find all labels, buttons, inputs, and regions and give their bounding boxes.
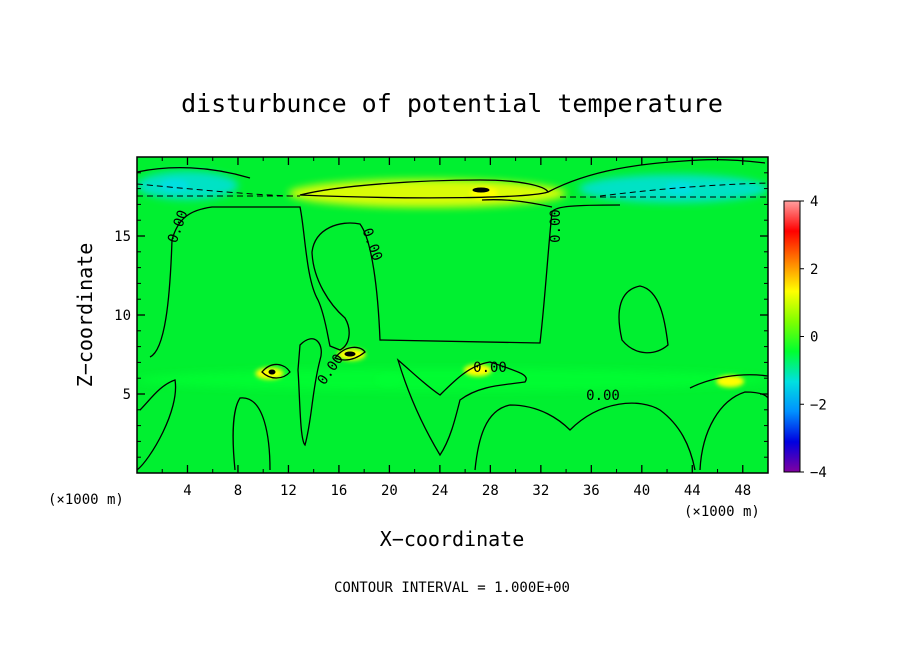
colorbar-tick-label: 4 — [810, 194, 818, 210]
x-tick-label: 8 — [234, 483, 242, 499]
contour-line — [481, 199, 553, 208]
contour-line — [618, 285, 669, 354]
negative-contours — [137, 182, 768, 198]
contour-line — [297, 338, 322, 447]
colorbar-gradient — [783, 200, 801, 473]
contour-line — [149, 204, 621, 358]
contour-label: 0.00 — [473, 360, 507, 376]
contour-line — [474, 402, 696, 471]
x-tick-label: 4 — [183, 483, 191, 499]
contour-line — [137, 183, 291, 197]
contour-core — [268, 369, 276, 375]
contour-line — [137, 379, 177, 471]
contour-line — [547, 158, 766, 193]
field-features — [137, 171, 768, 391]
field-feature — [463, 364, 492, 377]
contour-core — [472, 187, 490, 193]
plot-area: 0.00 0.000.000.00 0.000.00 — [137, 157, 768, 473]
contour-line — [689, 374, 768, 389]
x-tick-label: 40 — [633, 483, 650, 499]
z-axis-title: Z−coordinate — [73, 243, 97, 388]
x-tick-label: 20 — [381, 483, 398, 499]
x-tick-label: 36 — [583, 483, 600, 499]
x-tick-label: 12 — [280, 483, 297, 499]
field-feature — [375, 373, 404, 386]
contour-line — [232, 397, 271, 471]
x-tick-label: 16 — [330, 483, 347, 499]
z-axis: 5 10 15 — [114, 172, 768, 458]
contour-core — [344, 351, 356, 357]
colorbar-tick-label: 0 — [810, 330, 818, 346]
z-axis-unit: (×1000 m) — [48, 492, 124, 508]
contour-line — [333, 346, 366, 361]
field-feature — [665, 182, 694, 195]
contour-interval-note: CONTOUR INTERVAL = 1.000E+00 — [334, 580, 570, 596]
x-tick-label: 48 — [734, 483, 751, 499]
colorbar: 4 2 0 −2 −4 — [783, 194, 827, 481]
contour-line — [599, 182, 768, 197]
contour-line — [299, 179, 549, 199]
contour-label: 0.00 — [548, 209, 564, 243]
x-tick-label: 24 — [431, 483, 448, 499]
field-feature — [160, 179, 189, 192]
x-tick-label: 32 — [532, 483, 549, 499]
contour-line — [699, 391, 768, 471]
x-axis-title: X−coordinate — [380, 527, 525, 551]
colorbar-tick-label: −4 — [810, 465, 827, 481]
x-axis: 4 8 12 16 20 24 28 32 36 40 44 48 — [161, 157, 751, 499]
colorbar-tick-label: −2 — [810, 397, 827, 413]
chart-title: disturbunce of potential temperature — [181, 89, 723, 118]
colorbar-tick-label: 2 — [810, 262, 818, 278]
contour-label: 0.00 — [586, 388, 620, 404]
contour-lines — [137, 158, 768, 471]
field-band — [137, 368, 768, 391]
x-tick-label: 28 — [482, 483, 499, 499]
z-tick-label: 15 — [114, 229, 131, 245]
x-axis-unit: (×1000 m) — [684, 504, 760, 520]
contour-line — [261, 363, 291, 379]
z-tick-label: 5 — [123, 387, 131, 403]
colorbar-ticks: 4 2 0 −2 −4 — [800, 194, 827, 481]
field-feature — [716, 375, 745, 388]
positive-core-contours — [268, 187, 490, 375]
contour-line — [137, 167, 251, 179]
z-tick-label: 10 — [114, 308, 131, 324]
contour-line — [396, 358, 527, 457]
x-tick-label: 44 — [684, 483, 701, 499]
